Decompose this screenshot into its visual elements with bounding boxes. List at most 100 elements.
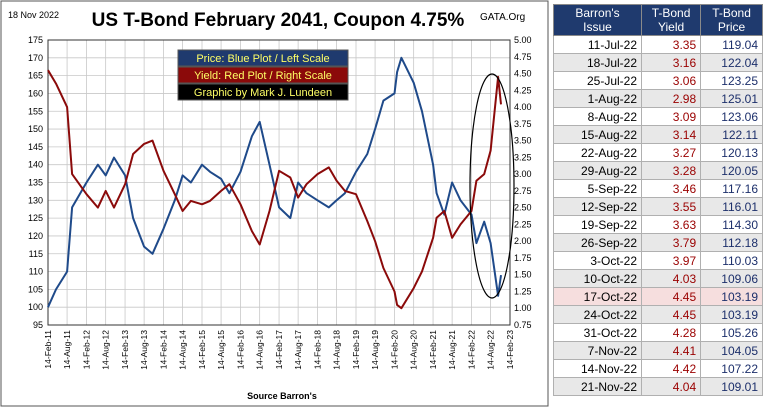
x-tick-label: 14-Aug-13	[139, 330, 149, 370]
right-tick-label: 1.75	[514, 253, 532, 263]
cell-yield: 3.16	[641, 53, 702, 72]
cell-yield: 4.04	[641, 377, 702, 396]
x-tick-label: 14-Aug-14	[178, 330, 188, 370]
cell-issue: 7-Nov-22	[552, 341, 643, 360]
chart-title: US T-Bond February 2041, Coupon 4.75%	[92, 10, 465, 31]
right-tick-label: 4.00	[514, 102, 532, 112]
left-tick-label: 150	[28, 124, 43, 134]
legend-price-box	[177, 49, 349, 67]
col-header-issue-line2: Issue	[583, 20, 612, 34]
table-body: 11-Jul-22 3.35 119.04 18-Jul-22 3.16 122.04 25…	[552, 35, 763, 396]
table-row: 22-Aug-22 3.27 120.13	[552, 143, 763, 162]
cell-yield: 3.55	[641, 197, 702, 216]
table-row: 11-Jul-22 3.35 119.04	[552, 35, 763, 54]
cell-issue: 18-Jul-22	[552, 53, 643, 72]
cell-yield: 3.14	[641, 125, 702, 144]
cell-price: 103.19	[700, 305, 763, 324]
col-header-issue: Barron's Issue	[552, 4, 643, 36]
col-header-price-line1: T-Bond	[712, 6, 751, 20]
x-tick-label: 14-Aug-17	[293, 330, 303, 370]
x-tick-label: 14-Feb-11	[43, 330, 53, 369]
cell-issue: 26-Sep-22	[552, 233, 643, 252]
table-row: 25-Jul-22 3.06 123.25	[552, 71, 763, 90]
cell-issue: 12-Sep-22	[552, 197, 643, 216]
cell-yield: 3.97	[641, 251, 702, 270]
cell-issue: 21-Nov-22	[552, 377, 643, 396]
cell-issue: 1-Aug-22	[552, 89, 643, 108]
table-row: 15-Aug-22 3.14 122.11	[552, 125, 763, 144]
cell-issue: 25-Jul-22	[552, 71, 643, 90]
cell-price: 114.30	[700, 215, 763, 234]
cell-yield: 4.03	[641, 269, 702, 288]
x-tick-label: 14-Feb-12	[81, 330, 91, 369]
legend-yield-box	[177, 66, 349, 84]
col-header-yield-line1: T-Bond	[651, 6, 691, 20]
x-tick-label: 14-Feb-14	[159, 330, 169, 369]
cell-issue: 17-Oct-22	[552, 287, 643, 306]
right-tick-label: 1.50	[514, 270, 532, 280]
right-axis: 0.75 1.00 1.25 1.50 1.75 2.00 2.25 2.50 2.75 3.00…	[514, 35, 532, 330]
right-tick-label: 5.00	[514, 35, 532, 45]
cell-price: 117.16	[700, 179, 763, 198]
left-tick-label: 170	[28, 53, 43, 63]
table-row: 31-Oct-22 4.28 105.26	[552, 323, 763, 342]
right-tick-label: 4.75	[514, 52, 532, 62]
x-tick-label: 14-Feb-23	[505, 330, 515, 369]
cell-price: 120.05	[700, 161, 763, 180]
left-tick-label: 130	[28, 195, 43, 205]
x-tick-label: 14-Aug-19	[370, 330, 380, 370]
right-tick-label: 4.25	[514, 85, 532, 95]
cell-price: 109.01	[700, 377, 763, 396]
table-row: 29-Aug-22 3.28 120.05	[552, 161, 763, 180]
table-row: 1-Aug-22 2.98 125.01	[552, 89, 763, 108]
cell-price: 109.06	[700, 269, 763, 288]
x-axis: 14-Feb-11 14-Aug-11 14-Feb-12 14-Aug-12 14-F…	[43, 330, 515, 370]
right-tick-label: 1.25	[514, 286, 532, 296]
x-tick-label: 14-Feb-16	[235, 330, 245, 369]
cell-price: 122.04	[700, 53, 763, 72]
chart-panel: 95 100 105 110 115 120 125 130 135 140 145 150 155 16…	[0, 0, 550, 408]
right-tick-label: 2.00	[514, 236, 532, 246]
x-tick-label: 14-Feb-13	[120, 330, 130, 369]
legend-yield: Yield: Red Plot / Right Scale	[194, 70, 332, 82]
left-tick-label: 140	[28, 160, 43, 170]
cell-price: 105.26	[700, 323, 763, 342]
data-table: Barron's Issue T-Bond Yield T-Bond Price 11…	[552, 4, 763, 396]
right-tick-label: 2.75	[514, 186, 532, 196]
legend-price: Price: Blue Plot / Left Scale	[196, 53, 329, 65]
table-row: 8-Aug-22 3.09 123.06	[552, 107, 763, 126]
left-tick-label: 135	[28, 178, 43, 188]
cell-yield: 4.45	[641, 287, 702, 306]
cell-issue: 8-Aug-22	[552, 107, 643, 126]
legend-credit: Graphic by Mark J. Lundeen	[194, 87, 332, 99]
left-tick-label: 100	[28, 302, 43, 312]
cell-yield: 4.41	[641, 341, 702, 360]
left-tick-label: 145	[28, 142, 43, 152]
x-tick-label: 14-Aug-18	[332, 330, 342, 370]
cell-yield: 3.27	[641, 143, 702, 162]
cell-issue: 11-Jul-22	[552, 35, 643, 54]
left-tick-label: 115	[29, 249, 43, 259]
cell-price: 107.22	[700, 359, 763, 378]
source-label: Source Barron's	[247, 391, 317, 401]
left-tick-label: 110	[29, 267, 43, 277]
left-tick-label: 165	[28, 71, 43, 81]
left-tick-label: 160	[28, 88, 43, 98]
cell-price: 103.19	[700, 287, 763, 306]
x-tick-label: 14-Aug-15	[216, 330, 226, 370]
table-row: 18-Jul-22 3.16 122.04	[552, 53, 763, 72]
right-tick-label: 0.75	[514, 320, 532, 330]
table-row: 17-Oct-22 4.45 103.19	[552, 287, 763, 306]
cell-price: 123.25	[700, 71, 763, 90]
x-tick-label: 14-Aug-11	[62, 330, 72, 369]
highlight-ellipse	[469, 73, 515, 299]
cell-yield: 3.06	[641, 71, 702, 90]
cell-yield: 3.09	[641, 107, 702, 126]
x-tick-label: 14-Aug-22	[486, 330, 496, 370]
cell-issue: 10-Oct-22	[552, 269, 643, 288]
cell-issue: 3-Oct-22	[552, 251, 643, 270]
x-tick-label: 14-Aug-20	[409, 330, 419, 370]
table-row: 12-Sep-22 3.55 116.01	[552, 197, 763, 216]
left-tick-label: 175	[28, 35, 43, 45]
table-row: 19-Sep-22 3.63 114.30	[552, 215, 763, 234]
